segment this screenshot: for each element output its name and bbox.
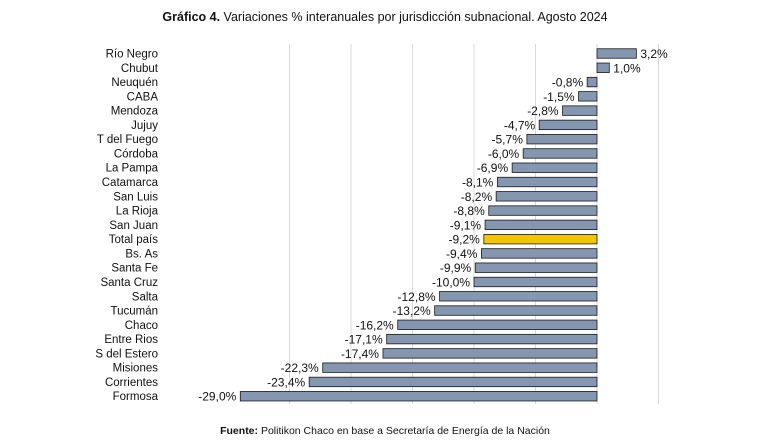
category-label: Corrientes (105, 377, 158, 389)
data-label: -12,8% (398, 290, 436, 304)
category-label: Córdoba (114, 148, 159, 160)
bar (562, 105, 598, 116)
data-label: -23,4% (267, 375, 305, 389)
category-label: Santa Cruz (100, 277, 158, 289)
data-label: -29,0% (198, 390, 236, 404)
category-label: Santa Fe (111, 263, 158, 275)
data-label: -6,9% (477, 161, 509, 175)
bar (308, 376, 598, 388)
data-label: 1,0% (613, 61, 641, 75)
data-label: -2,8% (527, 104, 559, 118)
bar (434, 305, 598, 316)
data-label: -6,0% (488, 147, 520, 161)
data-label: -8,8% (453, 204, 485, 218)
category-label: Salta (132, 291, 159, 303)
category-label: CABA (127, 91, 159, 103)
data-label: -13,2% (393, 304, 431, 318)
data-label: -17,1% (345, 333, 383, 347)
source-note: Fuente: Politikon Chaco en base a Secret… (0, 425, 770, 437)
data-label: -9,4% (446, 247, 478, 261)
category-label: T del Fuego (97, 134, 158, 146)
data-label: -10,0% (432, 275, 470, 289)
data-label: -0,8% (552, 76, 584, 90)
source-text: Politikon Chaco en base a Secretaría de … (258, 425, 550, 437)
data-label: -8,1% (462, 176, 494, 190)
bar (586, 76, 598, 88)
data-label: -9,9% (440, 261, 472, 275)
bar (488, 205, 598, 216)
category-label: Río Negro (106, 49, 158, 61)
bar (480, 248, 598, 259)
bar (495, 191, 598, 202)
category-label: Bs. As (125, 248, 158, 260)
bar (511, 162, 598, 173)
data-label: -17,4% (341, 347, 379, 361)
bar (397, 319, 598, 330)
bar (522, 148, 598, 159)
bar (538, 119, 598, 131)
data-label: -22,3% (281, 361, 319, 375)
category-label: San Juan (109, 220, 158, 232)
data-label: -5,7% (492, 133, 524, 147)
bar-highlight (483, 233, 598, 245)
category-label: La Rioja (116, 206, 159, 218)
data-label: -1,5% (543, 90, 575, 104)
category-label: S del Estero (95, 348, 158, 360)
data-label: -9,1% (450, 218, 482, 232)
category-label: Chaco (125, 320, 158, 332)
bar (496, 176, 598, 188)
bar (474, 262, 598, 273)
category-label: Misiones (113, 363, 159, 375)
category-label: Neuquén (111, 77, 158, 89)
data-label: -4,7% (504, 118, 536, 132)
chart-title: Gráfico 4. Variaciones % interanuales po… (0, 10, 770, 24)
category-label: Catamarca (102, 177, 159, 189)
bar (596, 48, 637, 59)
bar (596, 62, 610, 73)
category-label: Jujuy (131, 120, 158, 132)
bar (322, 362, 598, 373)
bar (578, 91, 598, 102)
bar (382, 348, 598, 359)
bar (484, 219, 598, 231)
category-label: Tucumán (110, 306, 158, 318)
category-label: Total país (109, 234, 158, 246)
category-label: Mendoza (111, 106, 159, 118)
data-label: -9,2% (448, 233, 480, 247)
category-label: San Luis (113, 191, 158, 203)
bar (526, 134, 598, 145)
chart-title-text: Variaciones % interanuales por jurisdicc… (220, 10, 608, 24)
data-label: 3,2% (640, 47, 668, 61)
data-label: -16,2% (356, 318, 394, 332)
data-label: -8,2% (461, 190, 493, 204)
chart-title-number: Gráfico 4. (162, 10, 221, 24)
category-label: Chubut (121, 63, 159, 75)
bar (239, 391, 598, 402)
bar (386, 333, 598, 345)
category-label: Formosa (113, 391, 159, 403)
source-label: Fuente: (220, 425, 259, 437)
category-label: Entre Rios (104, 334, 158, 346)
bar (439, 291, 598, 302)
category-label: La Pampa (106, 163, 159, 175)
bar (473, 276, 598, 288)
